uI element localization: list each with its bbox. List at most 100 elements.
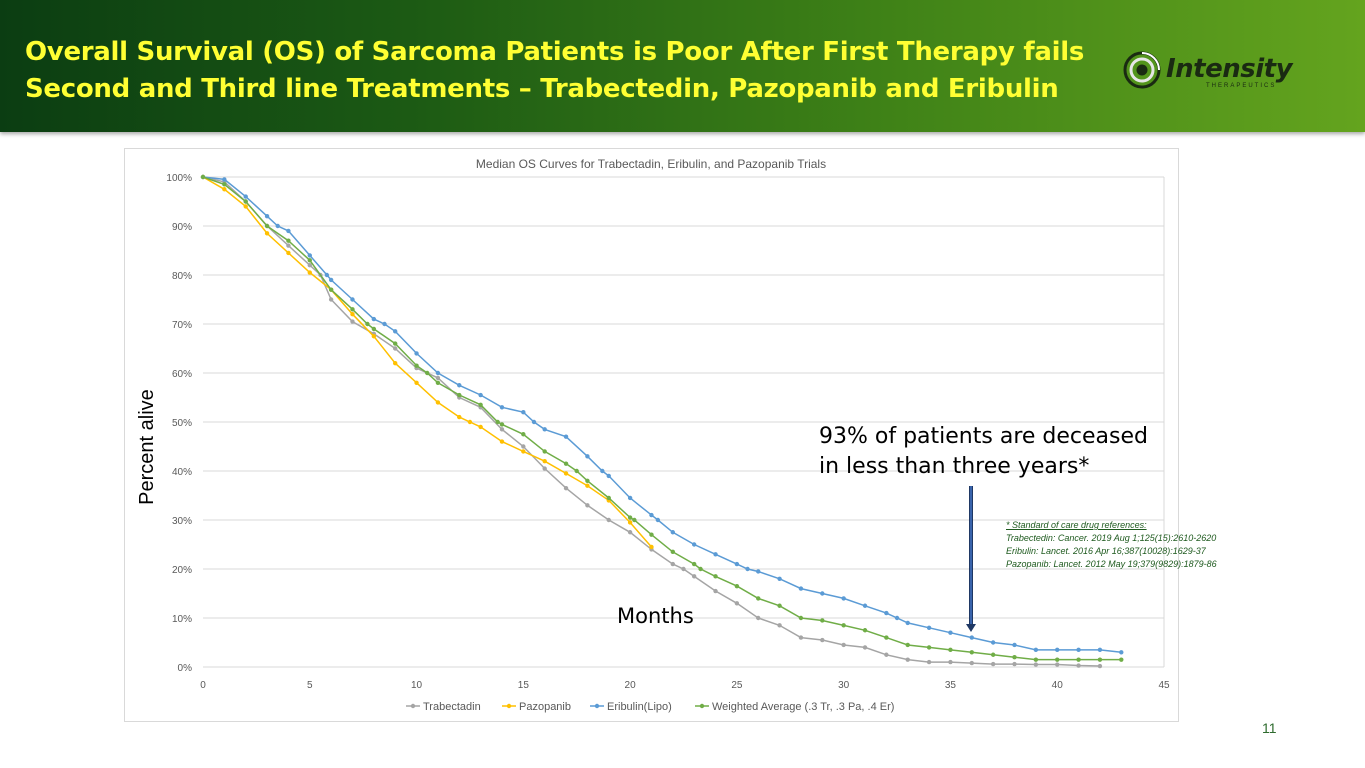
series-line <box>202 176 653 548</box>
references-block: * Standard of care drug references: Trab… <box>1006 519 1217 571</box>
data-point <box>393 361 398 366</box>
data-point <box>627 495 633 501</box>
data-point <box>1097 663 1103 669</box>
x-tick-label: 20 <box>625 680 637 691</box>
data-point <box>350 297 355 302</box>
data-point <box>467 419 473 425</box>
data-point <box>371 334 377 339</box>
data-point <box>286 243 291 248</box>
reference-pazopanib: Pazopanib: Lancet. 2012 May 19;379(9829)… <box>1006 559 1217 569</box>
data-point <box>478 424 483 430</box>
data-point <box>414 380 419 385</box>
data-point <box>521 449 526 454</box>
data-point <box>670 549 676 555</box>
data-point <box>948 647 953 653</box>
data-point <box>1097 657 1103 662</box>
data-point <box>649 512 654 518</box>
data-point <box>1076 657 1081 662</box>
data-point <box>841 596 846 601</box>
data-point <box>1097 647 1103 653</box>
legend-label: Weighted Average (.3 Tr, .3 Pa, .4 Er) <box>712 701 894 713</box>
data-point <box>414 351 419 356</box>
logo-subtitle: THERAPEUTICS <box>1206 83 1277 89</box>
data-point <box>798 615 804 621</box>
data-point <box>734 583 740 589</box>
x-tick-label: 15 <box>518 680 530 691</box>
data-point <box>499 439 505 444</box>
data-point <box>499 427 505 432</box>
data-point <box>200 174 206 180</box>
data-point <box>457 383 462 388</box>
data-point <box>734 601 740 606</box>
data-point <box>542 449 547 454</box>
data-point <box>531 419 537 425</box>
data-point <box>1055 647 1060 653</box>
series-2 <box>200 174 1124 655</box>
series-line <box>202 176 1122 654</box>
data-point <box>948 630 953 635</box>
y-tick-label: 10% <box>172 614 192 625</box>
logo-name: Intensity <box>1166 54 1293 84</box>
data-point <box>1012 661 1017 667</box>
data-point <box>542 466 547 471</box>
series-3 <box>200 174 1124 662</box>
data-point <box>243 199 248 204</box>
data-point <box>691 561 697 567</box>
y-tick-label: 70% <box>172 320 192 331</box>
x-tick-label: 45 <box>1158 680 1170 691</box>
data-point <box>435 370 441 376</box>
y-axis-ticks: 0% 10% 20% 30% 40% 50% 60% 70% 80% 90% 100% <box>166 173 192 674</box>
annotation-line-2: in less than three years* <box>819 454 1090 479</box>
data-point <box>990 652 996 657</box>
data-point <box>926 659 932 665</box>
data-point <box>905 642 910 648</box>
data-point <box>1076 663 1081 668</box>
y-tick-label: 20% <box>172 565 192 576</box>
data-point <box>1033 662 1039 667</box>
data-point <box>1076 647 1081 653</box>
data-point <box>670 561 676 567</box>
data-point <box>1055 657 1060 662</box>
data-point <box>649 532 654 537</box>
legend-swatch-marker <box>594 703 600 709</box>
data-point <box>382 321 387 327</box>
data-point <box>1012 642 1017 648</box>
series-line <box>202 176 1122 661</box>
data-point <box>499 422 505 427</box>
data-point <box>745 566 750 572</box>
title-banner: Overall Survival (OS) of Sarcoma Patient… <box>0 0 1365 132</box>
data-point <box>632 517 637 523</box>
annotation-arrow <box>966 486 976 632</box>
data-point <box>990 661 996 667</box>
data-point <box>499 405 505 410</box>
data-point <box>926 625 932 630</box>
data-point <box>862 603 868 608</box>
data-point <box>243 194 248 199</box>
data-point <box>627 530 633 535</box>
references-heading: * Standard of care drug references: <box>1006 520 1147 530</box>
data-point <box>670 530 676 535</box>
data-point <box>990 640 996 645</box>
legend-label: Pazopanib <box>519 701 571 713</box>
data-point <box>820 618 825 623</box>
deceased-annotation: 93% of patients are deceased in less tha… <box>819 422 1148 482</box>
data-point <box>324 272 330 278</box>
y-axis-label: Percent alive <box>136 389 158 505</box>
legend-label: Trabectadin <box>423 701 481 713</box>
data-point <box>627 520 633 525</box>
months-axis-label: Months <box>617 604 694 628</box>
data-point <box>478 392 483 398</box>
data-point <box>585 503 590 508</box>
data-point <box>627 515 633 520</box>
series-group <box>200 174 1124 669</box>
data-point <box>435 375 441 381</box>
data-point <box>655 517 661 523</box>
data-point <box>521 410 526 415</box>
data-point <box>894 615 900 621</box>
data-point <box>307 270 312 275</box>
data-point <box>542 427 547 432</box>
data-point <box>600 468 605 474</box>
y-tick-label: 0% <box>178 663 193 674</box>
data-point <box>969 635 974 640</box>
data-point <box>713 574 718 579</box>
